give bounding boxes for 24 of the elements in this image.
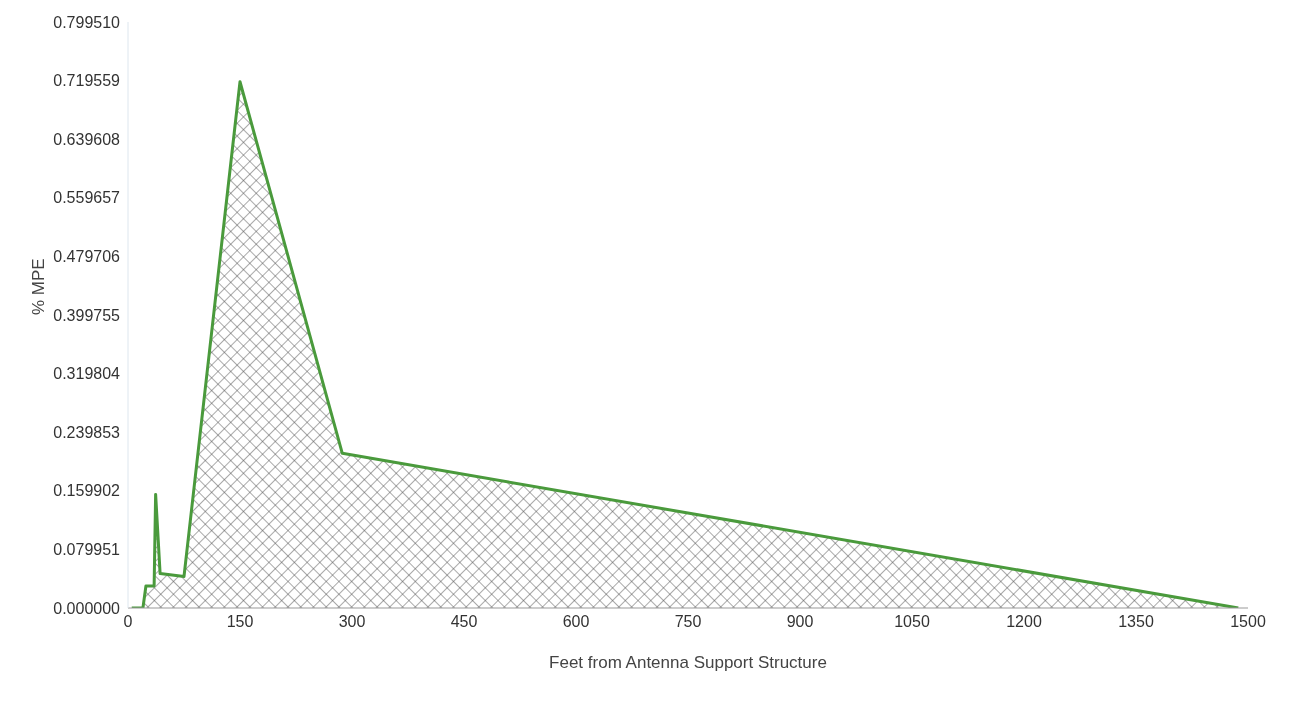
y-tick-label: 0.639608 (53, 130, 121, 148)
y-tick-label: 0.719559 (53, 72, 121, 90)
y-tick-label: 0.559657 (53, 189, 121, 207)
x-tick-label: 450 (450, 613, 478, 631)
y-tick-label: 0.239853 (53, 423, 121, 441)
x-tick-label: 1200 (1006, 613, 1042, 631)
x-tick-label: 750 (674, 613, 702, 631)
x-tick-label: 1500 (1230, 613, 1266, 631)
x-tick-label: 1050 (894, 613, 930, 631)
y-tick-label: 0.079951 (53, 541, 121, 559)
y-tick-label: 0.479706 (53, 248, 121, 266)
x-tick-label: 300 (338, 613, 366, 631)
x-tick-label: 0 (123, 613, 133, 631)
y-tick-label: 0.000000 (53, 599, 121, 617)
y-tick-label: 0.399755 (53, 306, 121, 324)
x-tick-label: 600 (562, 613, 590, 631)
y-tick-label: 0.319804 (53, 365, 121, 383)
x-axis-title: Feet from Antenna Support Structure (549, 653, 827, 672)
x-tick-label: 150 (226, 613, 254, 631)
x-tick-label: 900 (786, 613, 814, 631)
y-tick-label: 0.159902 (53, 482, 121, 500)
x-tick-label: 1350 (1118, 613, 1154, 631)
y-tick-label: 0.799510 (53, 13, 121, 31)
y-axis-title: % MPE (29, 258, 49, 315)
